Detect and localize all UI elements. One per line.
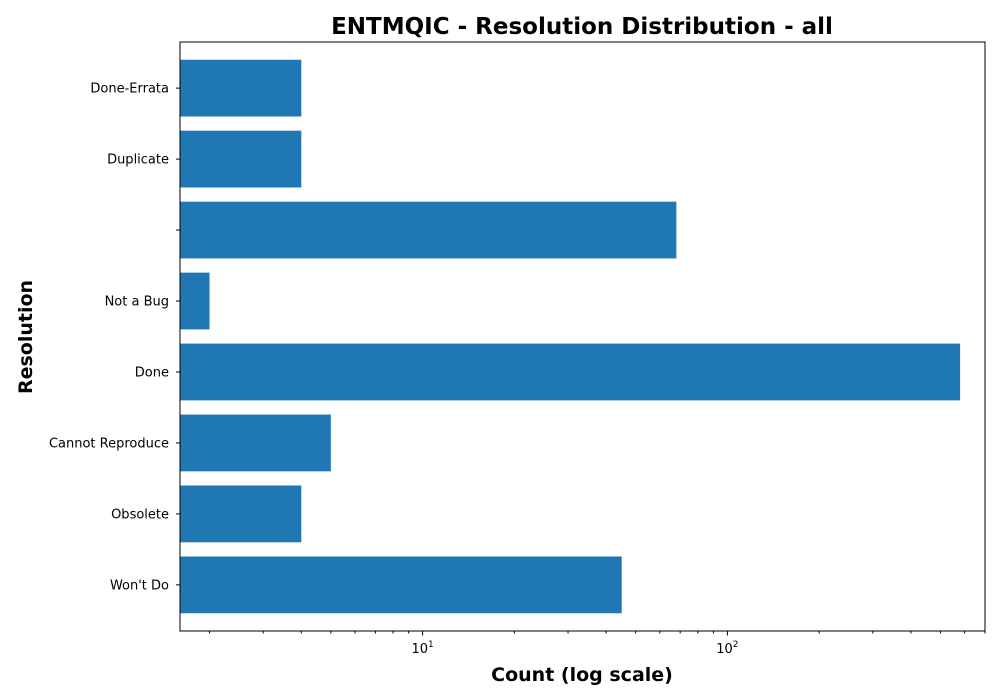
y-tick-label-7: Done-Errata [90,82,169,97]
y-axis: Won't Do Obsolete Cannot Reproduce Done Not … [49,82,180,593]
bar-4 [180,272,210,330]
x-tick-label-0: 101 [411,640,433,657]
bar-6 [180,130,302,188]
bar-7 [180,59,302,117]
y-axis-label: Resolution [15,280,37,394]
y-tick-label-4: Not a Bug [105,295,169,310]
bar-1 [180,485,302,543]
bar-5 [180,201,677,259]
y-tick-label-6: Duplicate [107,153,169,168]
chart-title: ENTMQIC - Resolution Distribution - all [331,14,833,40]
bars-group [180,59,961,614]
x-axis: 101 102 [209,631,986,657]
y-tick-label-3: Done [135,365,169,380]
bar-2 [180,414,331,472]
plot-frame [179,41,986,632]
y-tick-label-0: Won't Do [110,578,169,593]
bar-3 [180,343,961,401]
x-axis-label: Count (log scale) [491,664,673,686]
y-tick-label-1: Obsolete [111,507,169,522]
y-tick-label-2: Cannot Reproduce [49,436,169,451]
x-tick-label-1: 102 [716,640,738,657]
bar-0 [180,556,622,614]
